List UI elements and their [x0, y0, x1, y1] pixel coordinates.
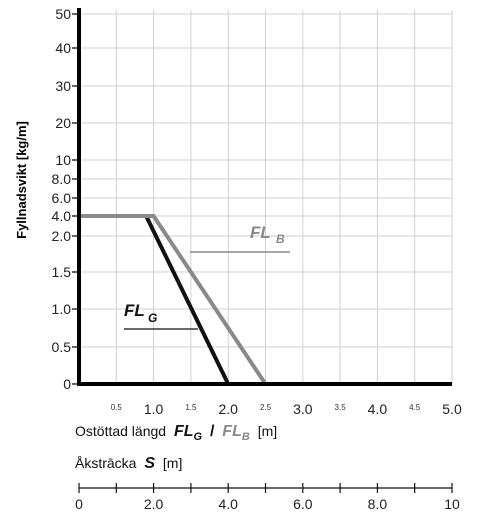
y-tick-label: 50: [55, 6, 71, 22]
x-axis-label-unit: [m]: [258, 423, 277, 439]
y-tick-label: 10: [55, 152, 71, 168]
y-tick-label: 40: [55, 40, 71, 56]
flg-label-main: FL: [124, 301, 145, 320]
secondary-tick-label: 10: [444, 496, 460, 512]
grid: [79, 10, 453, 384]
x-axis-label-prefix: Ostöttad längd: [75, 423, 166, 439]
flb-label-sub: B: [276, 232, 285, 246]
flg-label-sub: G: [148, 311, 157, 325]
y-tick-label: 30: [55, 78, 71, 94]
y-tick-labels: 50 40 30 20 10 8.0 6.0 4.0 2.0 1.5 1.0 0.5 0: [52, 6, 72, 392]
secondary-tick-label: 8.0: [368, 496, 388, 512]
secondary-tick-label: 4.0: [218, 496, 238, 512]
secondary-tick-label: 0: [75, 496, 83, 512]
y-axis-label: Fyllnadsvikt [kg/m]: [14, 121, 29, 239]
series-label-flg: FL G: [124, 301, 198, 330]
secondary-axis: 0 2.0 4.0 6.0 8.0 10: [75, 483, 460, 512]
x-tick-labels: 1.0 2.0 3.0 4.0 5.0 0.5 1.5 2.5 3.5 4.5: [111, 401, 462, 417]
secondary-axis-label: Åkstrācka S [m]: [75, 455, 182, 472]
secondary-tick-label: 6.0: [293, 496, 313, 512]
axes: [72, 8, 452, 386]
x-axis-label-sep: /: [210, 423, 215, 440]
x-tick-label-major: 5.0: [442, 401, 462, 417]
secondary-axis-label-prefix: Åkstrācka: [75, 455, 137, 471]
x-tick-label-minor: 3.5: [335, 403, 347, 412]
y-tick-label: 1.5: [52, 264, 72, 280]
y-tick-label: 1.0: [52, 301, 72, 317]
x-axis-label-sub-b: B: [242, 431, 250, 443]
secondary-axis-label-symbol: S: [144, 455, 155, 472]
x-tick-label-major: 3.0: [293, 401, 313, 417]
series-line-fl-b: [79, 214, 268, 386]
secondary-axis-label-unit: [m]: [163, 455, 182, 471]
series-label-flb: FL B: [190, 223, 290, 253]
y-tick-label: 6.0: [52, 190, 72, 206]
x-tick-label-minor: 0.5: [111, 403, 123, 412]
y-tick-label: 2.0: [52, 228, 72, 244]
x-tick-label-major: 2.0: [218, 401, 238, 417]
flb-label-main: FL: [250, 223, 271, 242]
y-tick-label: 4.0: [52, 208, 72, 224]
y-tick-label: 0.5: [52, 339, 72, 355]
x-axis-label-sub-g: G: [194, 431, 203, 443]
x-axis-label-flb: FL: [222, 423, 242, 440]
series-layer: [79, 214, 268, 386]
x-axis-label: Ostöttad längd FLG / FLB [m]: [75, 423, 277, 443]
x-axis-label-flg: FL: [174, 423, 194, 440]
y-tick-label: 20: [55, 115, 71, 131]
x-tick-label-major: 1.0: [144, 401, 164, 417]
x-tick-label-major: 4.0: [368, 401, 388, 417]
x-tick-label-minor: 4.5: [409, 403, 421, 412]
y-tick-label: 0: [63, 376, 71, 392]
x-tick-label-minor: 1.5: [185, 403, 197, 412]
x-tick-label-minor: 2.5: [260, 403, 272, 412]
secondary-tick-label: 2.0: [144, 496, 164, 512]
y-tick-label: 8.0: [52, 171, 72, 187]
